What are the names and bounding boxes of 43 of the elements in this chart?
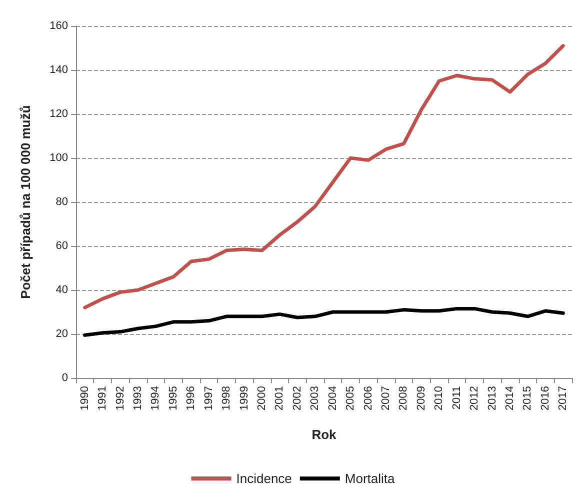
x-tick-label: 2010 bbox=[433, 386, 446, 410]
x-tick-label: 2016 bbox=[539, 386, 552, 410]
x-tick-label: 2017 bbox=[557, 386, 570, 410]
x-tick-label: 2007 bbox=[380, 386, 392, 410]
legend-label: Mortalita bbox=[344, 471, 396, 486]
x-tick-label: 1993 bbox=[132, 386, 144, 410]
x-tick-label: 1991 bbox=[96, 386, 109, 410]
x-tick-label: 2005 bbox=[344, 386, 357, 410]
legend-label: Incidence bbox=[236, 471, 292, 486]
x-tick-label: 1998 bbox=[220, 386, 233, 410]
x-tick-label: 1992 bbox=[114, 386, 126, 410]
y-tick-label: 120 bbox=[50, 108, 68, 120]
x-tick-label: 1995 bbox=[167, 386, 180, 410]
x-tick-label: 2014 bbox=[504, 386, 516, 410]
y-tick-label: 160 bbox=[50, 20, 68, 32]
x-tick-label: 2003 bbox=[309, 386, 322, 410]
x-tick-label: 1990 bbox=[78, 386, 91, 410]
y-axis-title: Počet případů na 100 000 mužů bbox=[18, 105, 33, 299]
x-tick-label: 2006 bbox=[362, 386, 374, 410]
y-tick-label: 20 bbox=[56, 328, 68, 340]
x-tick-label: 1997 bbox=[202, 386, 215, 410]
y-tick-label: 0 bbox=[62, 372, 68, 384]
x-tick-label: 1996 bbox=[185, 386, 198, 410]
y-tick-label: 140 bbox=[50, 64, 68, 76]
x-tick-label: 2009 bbox=[415, 386, 428, 410]
y-tick-label: 40 bbox=[56, 284, 68, 296]
x-tick-label: 2000 bbox=[256, 386, 268, 410]
line-series bbox=[83, 44, 565, 310]
x-tick-label: 1994 bbox=[150, 386, 162, 410]
x-tick-label: 2013 bbox=[486, 386, 498, 410]
x-tick-label: 2011 bbox=[450, 386, 463, 410]
y-tick-label: 80 bbox=[56, 196, 68, 208]
y-tick-label: 60 bbox=[56, 240, 68, 252]
x-tick-label: 2008 bbox=[398, 386, 410, 410]
x-tick-label: 2001 bbox=[274, 386, 286, 410]
x-axis-title: Rok bbox=[312, 427, 338, 442]
x-tick-label: 2012 bbox=[468, 386, 481, 410]
x-tick-label: 2002 bbox=[291, 386, 304, 410]
x-tick-label: 1999 bbox=[238, 386, 250, 410]
y-tick-label: 100 bbox=[50, 152, 68, 164]
x-tick-label: 2004 bbox=[326, 386, 339, 410]
x-tick-label: 2015 bbox=[522, 386, 534, 410]
line-series bbox=[83, 306, 565, 337]
